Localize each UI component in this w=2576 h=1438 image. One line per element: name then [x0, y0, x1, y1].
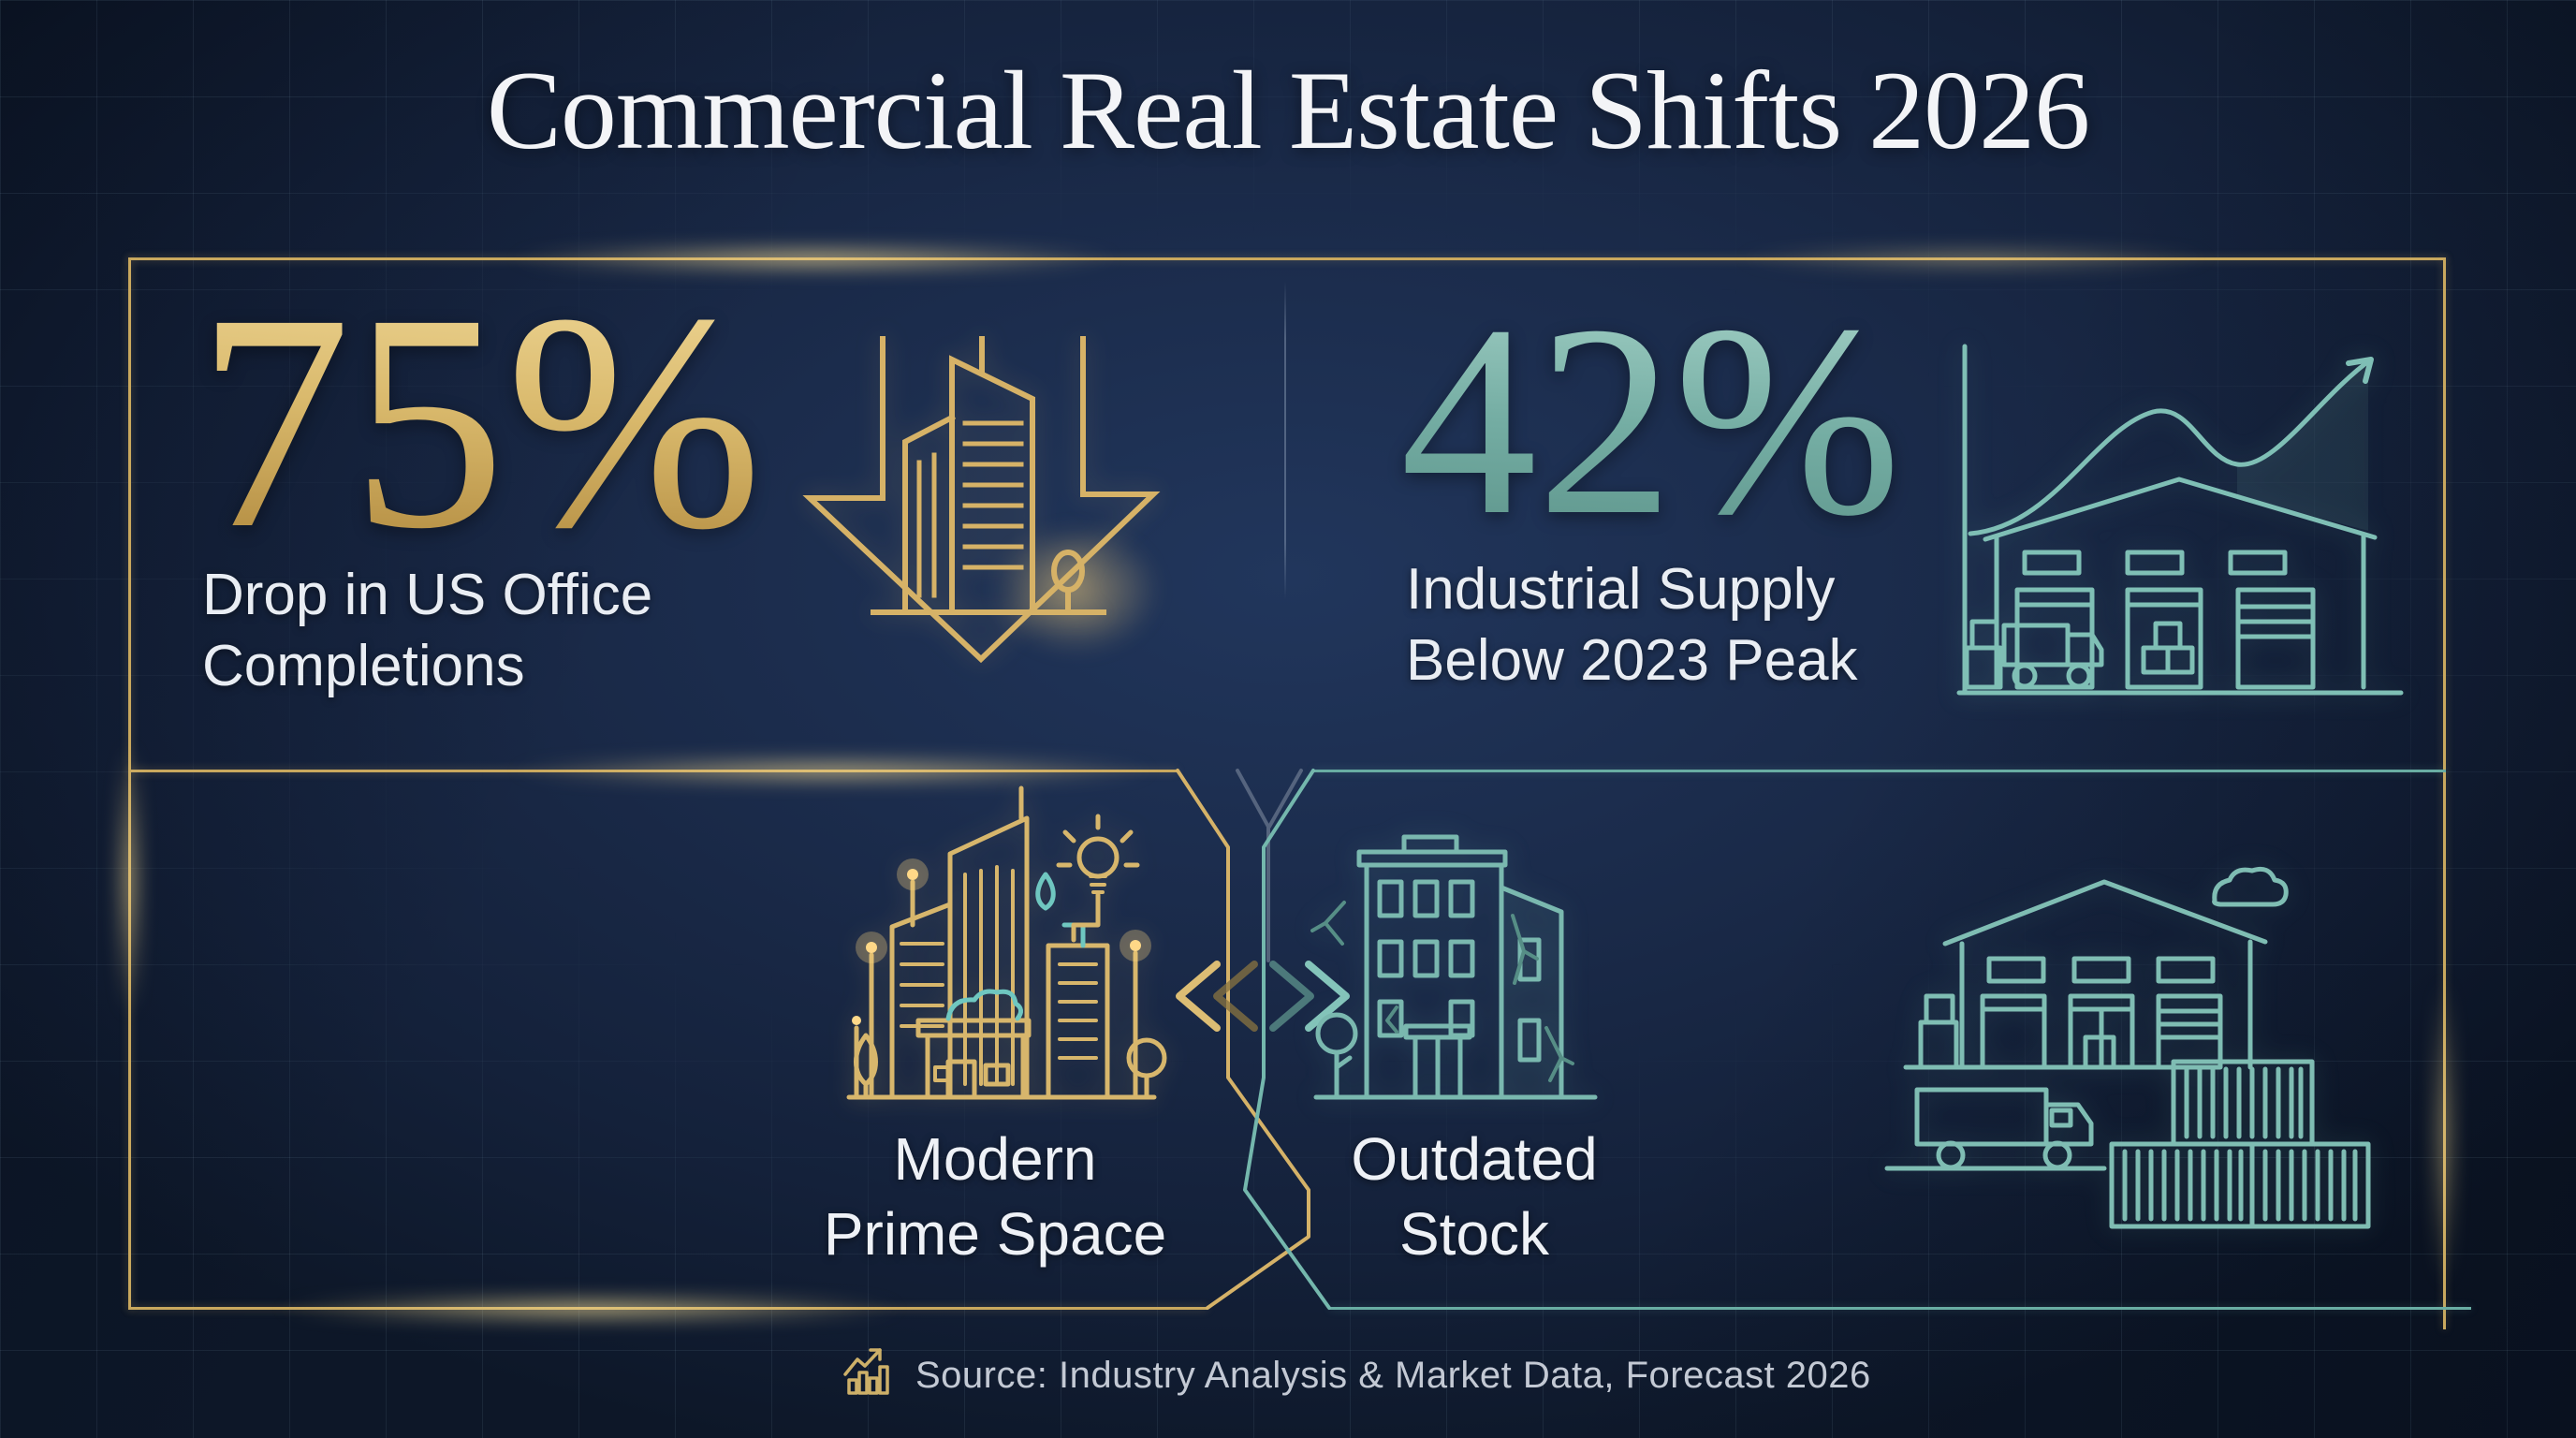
- logistics-warehouse-icon: [1884, 866, 2371, 1229]
- frame-bottom-border-left: [128, 1307, 1208, 1310]
- office-decline-arrow-icon: [802, 336, 1161, 664]
- source-text: Source: Industry Analysis & Market Data,…: [915, 1355, 1871, 1396]
- office-stat-label-line1: Drop in US Office: [202, 563, 653, 627]
- office-stat-value: 75%: [197, 251, 763, 593]
- outdated-label-line2: Stock: [1398, 1200, 1550, 1268]
- chevrons-right-icon: [1269, 961, 1350, 1032]
- page-title: Commercial Real Estate Shifts 2026: [486, 48, 2090, 172]
- industrial-growth-warehouse-icon: [1956, 344, 2404, 696]
- frame-top-border: [128, 257, 2446, 260]
- outdated-label-line1: Outdated: [1351, 1125, 1598, 1193]
- top-panels-divider: [1284, 281, 1286, 599]
- industrial-stat-value: 42%: [1400, 270, 1902, 572]
- office-stat-label-line2: Completions: [202, 634, 525, 698]
- frame-right-border: [2443, 257, 2446, 1329]
- center-braid-divider: [1176, 769, 1331, 1310]
- modern-label-line2: Prime Space: [823, 1200, 1167, 1268]
- source-chart-icon: [843, 1348, 889, 1395]
- frame-bottom-border-right: [1329, 1307, 2471, 1310]
- modern-prime-space-label: Modern Prime Space: [808, 1122, 1182, 1271]
- modern-label-line1: Modern: [893, 1125, 1097, 1193]
- industrial-stat-label-line1: Industrial Supply: [1406, 557, 1836, 622]
- industrial-stat-label: Industrial Supply Below 2023 Peak: [1406, 554, 1858, 697]
- outdated-stock-label: Outdated Stock: [1287, 1122, 1661, 1271]
- frame-mid-divider-left: [128, 770, 1178, 772]
- office-stat-label: Drop in US Office Completions: [202, 560, 652, 702]
- outdated-building-icon: [1310, 834, 1598, 1100]
- frame-mid-divider-right: [1313, 770, 2446, 772]
- frame-left-border: [128, 257, 131, 1310]
- chevrons-left-icon: [1176, 961, 1258, 1032]
- industrial-stat-label-line2: Below 2023 Peak: [1406, 628, 1858, 693]
- modern-city-icon: [846, 785, 1167, 1100]
